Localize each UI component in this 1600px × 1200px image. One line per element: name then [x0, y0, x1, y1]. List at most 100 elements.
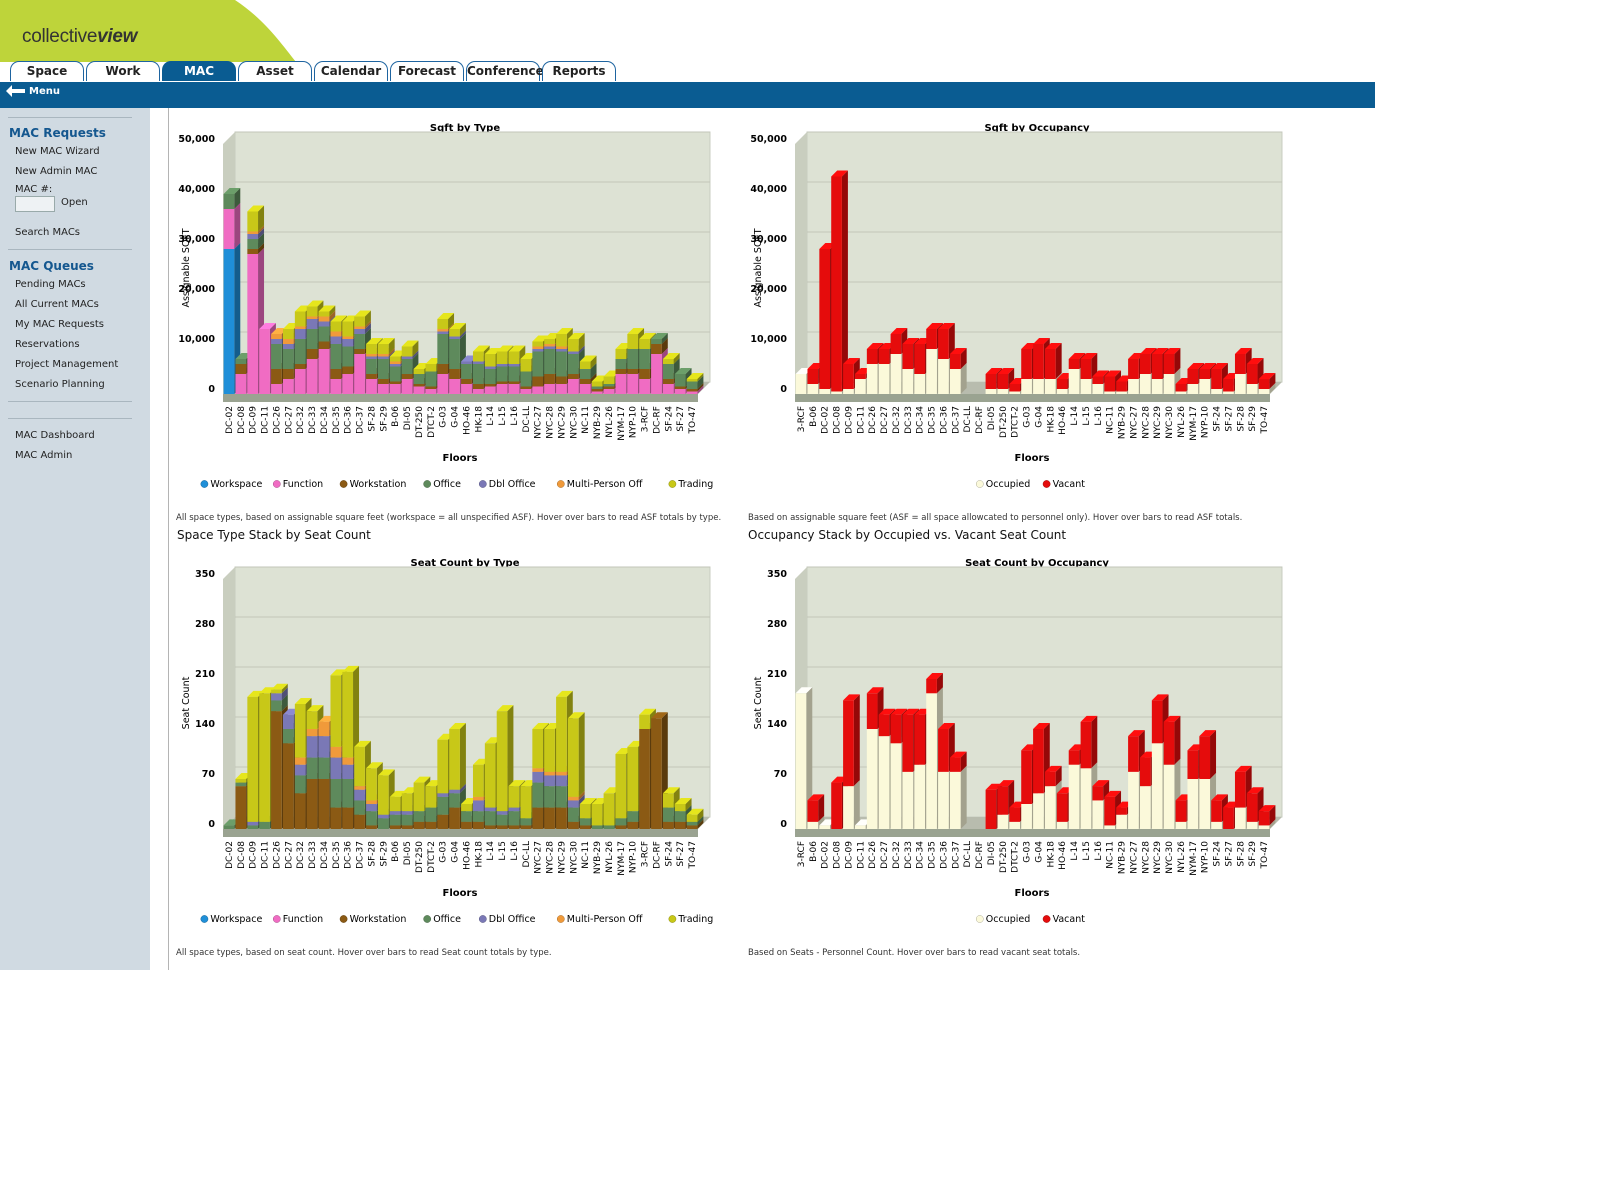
reservations-link[interactable]: Reservations	[15, 339, 80, 350]
mac-dashboard-link[interactable]: MAC Dashboard	[15, 430, 95, 441]
tab-reports[interactable]: Reports	[542, 61, 616, 81]
mac-number-input[interactable]	[15, 196, 55, 212]
x-tick-label: DC-LL	[522, 406, 532, 433]
open-button[interactable]: Open	[61, 197, 88, 208]
y-tick-label: 50,000	[178, 134, 215, 145]
legend-item-workspace[interactable]: Workspace	[200, 914, 263, 925]
legend-item-workspace[interactable]: Workspace	[200, 479, 263, 490]
bar-segment-trading[interactable]	[342, 665, 360, 758]
legend-item-trading[interactable]: Trading	[668, 914, 713, 925]
legend-item-office[interactable]: Office	[423, 479, 461, 490]
x-tick-label: HK-18	[1046, 406, 1056, 433]
tab-asset[interactable]: Asset	[238, 61, 312, 81]
legend-item-multi-person-off[interactable]: Multi-Person Off	[556, 914, 643, 925]
bar-segment-vacant[interactable]	[926, 673, 943, 694]
legend-item-function[interactable]: Function	[272, 479, 323, 490]
bar-segment-office[interactable]	[223, 188, 241, 209]
bar-segment-vacant[interactable]	[1258, 805, 1276, 826]
x-tick-label: HO-46	[1058, 406, 1068, 435]
x-tick-label: DC-26	[272, 841, 282, 869]
bar-segment-vacant[interactable]	[949, 751, 967, 772]
bar-segment-trading[interactable]	[377, 338, 395, 354]
bar-segment-occupied[interactable]	[795, 687, 813, 829]
bar-segment-trading[interactable]	[686, 808, 704, 822]
bar-segment-occupied[interactable]	[843, 780, 860, 829]
bar-segment-vacant[interactable]	[831, 170, 848, 392]
x-tick-label: 3-RCF	[641, 406, 651, 432]
y-tick-label: 0	[780, 819, 787, 830]
bar-segment-trading[interactable]	[247, 205, 265, 232]
bar-segment-vacant[interactable]	[1258, 373, 1276, 389]
bar-segment-trading[interactable]	[674, 798, 692, 812]
bar-segment-vacant[interactable]	[1044, 343, 1062, 379]
bars	[223, 665, 704, 829]
bar-segment-trading[interactable]	[567, 712, 585, 797]
bar-segment-vacant[interactable]	[1163, 715, 1181, 765]
x-tick-label: L-16	[510, 841, 520, 861]
my-mac-requests-link[interactable]: My MAC Requests	[15, 319, 105, 330]
bar-segment-vacant[interactable]	[1199, 730, 1217, 779]
tab-conference[interactable]: Conference	[466, 61, 544, 81]
plot-side-wall	[223, 567, 235, 829]
tab-work[interactable]: Work	[86, 61, 160, 81]
bar-segment-office[interactable]	[651, 333, 668, 344]
new-admin-mac-link[interactable]: New Admin MAC	[15, 166, 98, 177]
search-macs-link[interactable]: Search MACs	[15, 227, 81, 238]
menu-button[interactable]: Menu	[6, 85, 60, 97]
bar-segment-vacant[interactable]	[938, 323, 955, 359]
plot-base	[223, 829, 698, 837]
legend-item-office[interactable]: Office	[423, 914, 461, 925]
bar-segment-trading[interactable]	[686, 373, 704, 382]
tab-mac[interactable]: MAC	[162, 61, 236, 81]
bar-segment-trading[interactable]	[354, 310, 371, 327]
x-tick-label: DC-08	[237, 406, 247, 434]
new-mac-wizard-link[interactable]: New MAC Wizard	[15, 146, 100, 157]
mac-admin-link[interactable]: MAC Admin	[15, 450, 73, 461]
bar-segment-vacant[interactable]	[949, 348, 967, 369]
bar-segment-trading[interactable]	[318, 305, 336, 317]
legend-item-workstation[interactable]: Workstation	[339, 479, 406, 490]
legend-item-vacant[interactable]: Vacant	[1042, 479, 1085, 490]
legend-item-multi-person-off[interactable]: Multi-Person Off	[556, 479, 643, 490]
x-tick-label: DC-33	[308, 841, 318, 869]
bar-segment-vacant[interactable]	[1080, 715, 1098, 769]
bar-segment-vacant[interactable]	[1044, 765, 1062, 787]
x-tick-label: SF-27	[676, 406, 686, 432]
bar-segment-trading[interactable]	[271, 683, 288, 694]
legend-item-dbl-office[interactable]: Dbl Office	[478, 479, 536, 490]
tab-calendar[interactable]: Calendar	[314, 61, 388, 81]
bar-segment-vacant[interactable]	[843, 694, 860, 787]
all-current-macs-link[interactable]: All Current MACs	[15, 299, 99, 310]
bar-segment-trading[interactable]	[567, 333, 585, 352]
pending-macs-link[interactable]: Pending MACs	[15, 279, 86, 290]
tab-space[interactable]: Space	[10, 61, 84, 81]
bar-segment-trading[interactable]	[449, 323, 466, 337]
bar-segment-vacant[interactable]	[807, 794, 825, 822]
seat-occupancy-section-title: Occupancy Stack by Occupied vs. Vacant S…	[748, 528, 1067, 542]
legend-item-trading[interactable]: Trading	[668, 479, 713, 490]
bar-segment-trading[interactable]	[437, 313, 455, 329]
bar-segment-trading[interactable]	[579, 355, 597, 370]
bar-segment-occupied[interactable]	[949, 765, 967, 829]
legend-item-dbl-office[interactable]: Dbl Office	[478, 914, 536, 925]
legend-item-workstation[interactable]: Workstation	[339, 914, 406, 925]
scenario-planning-link[interactable]: Scenario Planning	[15, 379, 105, 390]
x-tick-label: NYB-29	[593, 841, 603, 874]
bar-segment-trading[interactable]	[449, 723, 466, 790]
bar-segment-trading[interactable]	[401, 340, 419, 357]
legend-item-vacant[interactable]: Vacant	[1042, 914, 1085, 925]
x-tick-label: NYC-30	[1165, 406, 1175, 439]
legend-item-occupied[interactable]: Occupied	[975, 479, 1030, 490]
legend-item-occupied[interactable]: Occupied	[975, 914, 1030, 925]
bar-segment-vacant[interactable]	[1080, 353, 1098, 379]
bar-segment-function[interactable]	[223, 203, 241, 249]
x-tick-label: DC-08	[237, 841, 247, 869]
legend-item-function[interactable]: Function	[272, 914, 323, 925]
bar-segment-trading[interactable]	[662, 353, 680, 364]
bar-segment-vacant[interactable]	[1163, 348, 1181, 374]
svg-text:Multi-Person Off: Multi-Person Off	[567, 479, 643, 490]
tab-forecast[interactable]: Forecast	[390, 61, 464, 81]
project-management-link[interactable]: Project Management	[15, 359, 119, 370]
x-tick-label: DC-35	[332, 841, 342, 869]
y-tick-label: 40,000	[178, 184, 215, 195]
